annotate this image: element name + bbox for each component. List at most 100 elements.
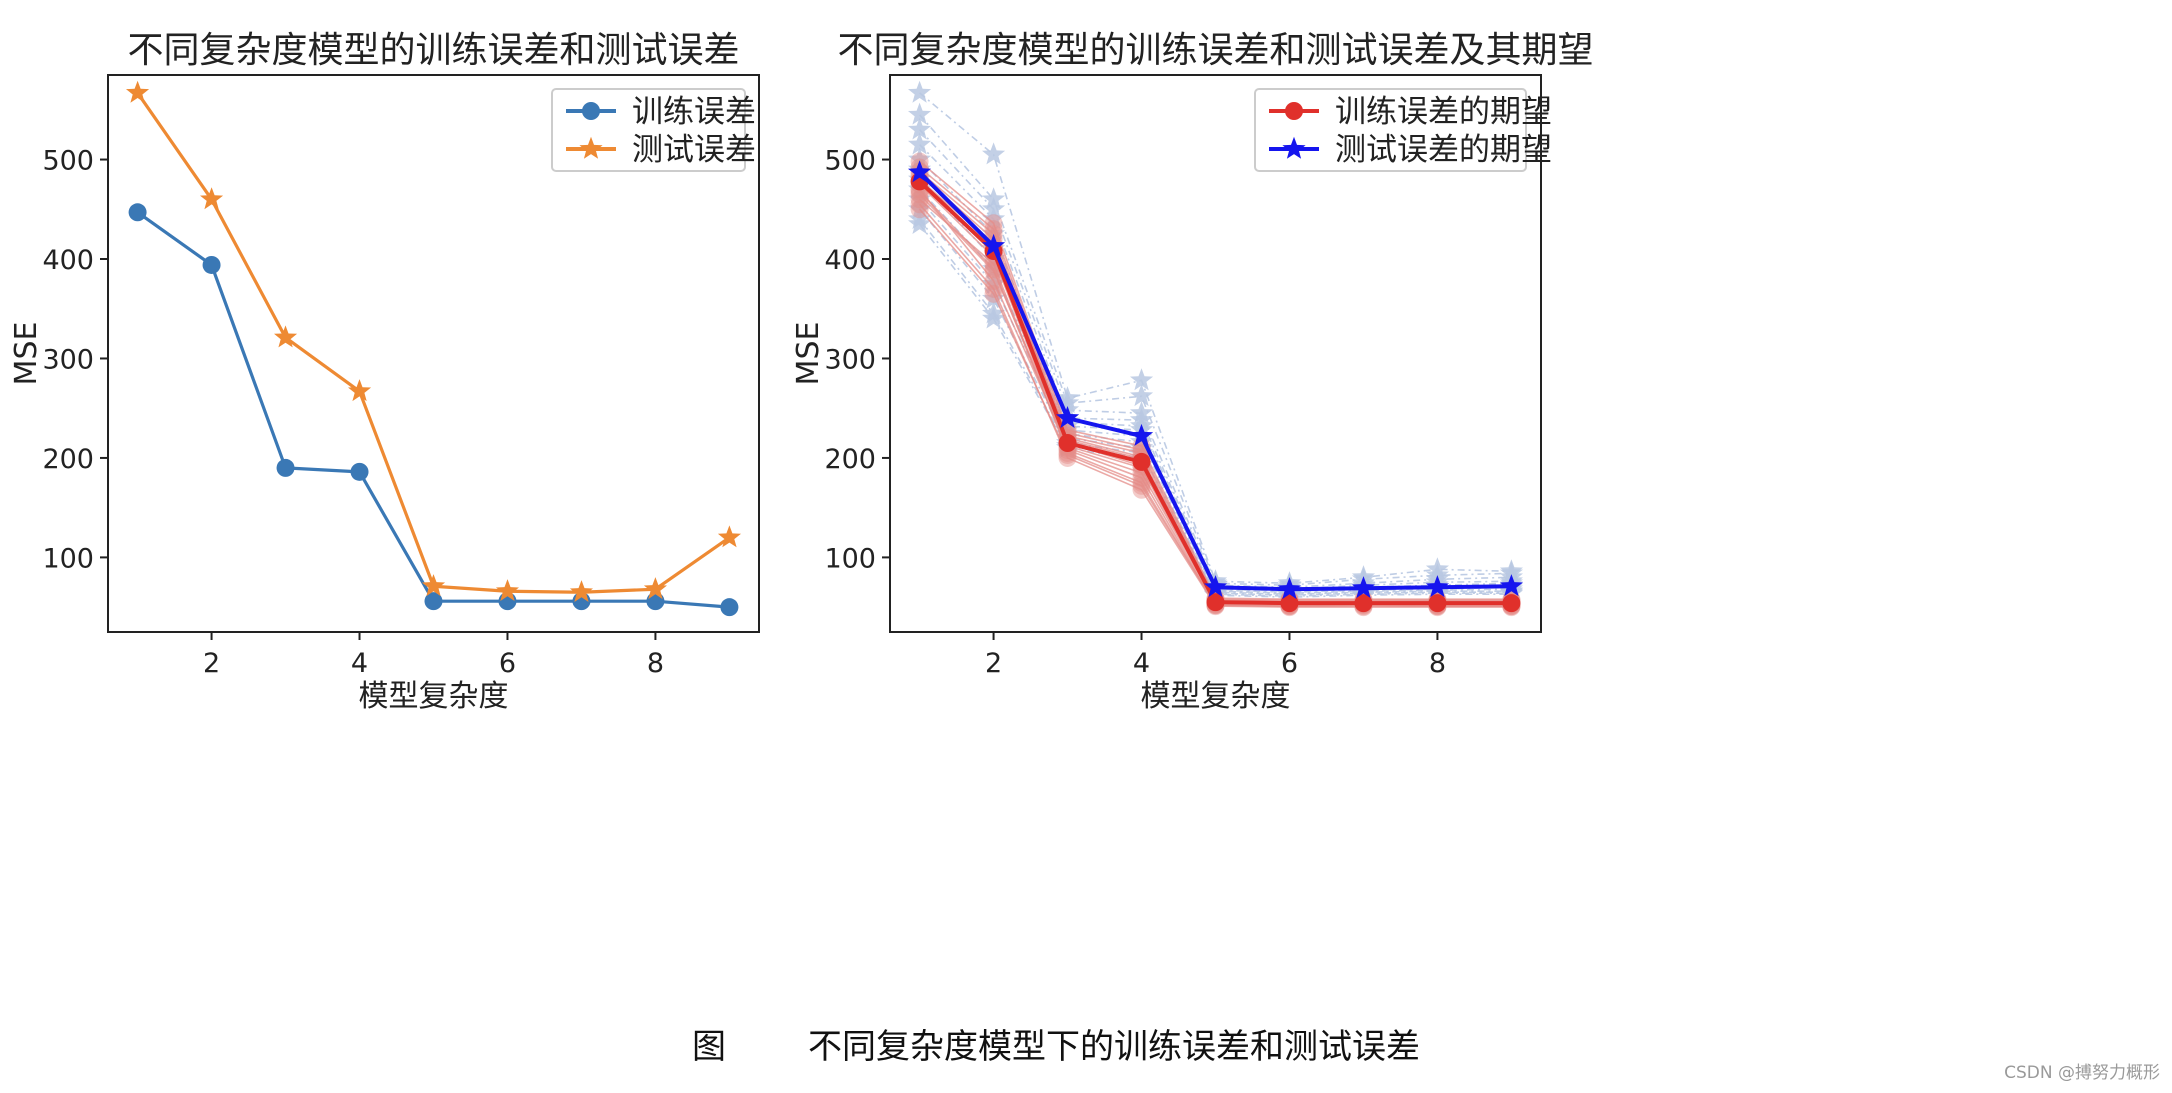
series-1-point-5 <box>1277 577 1301 600</box>
series-line-0 <box>136 210 730 609</box>
x-tick-label-1: 4 <box>351 648 368 679</box>
x-tick-label-2: 6 <box>499 648 516 679</box>
test-run-point-11-1 <box>982 306 1006 329</box>
test-run-point-11-7 <box>1425 582 1449 604</box>
series-1-point-6 <box>569 580 593 602</box>
chart-left-train-test-error: 2 4 6 8 100 200 300 400 500 不同复杂度模型的训练误差和测试误差模型复杂… <box>9 30 760 714</box>
x-tick-label-0: 2 <box>203 648 220 679</box>
series-1-point-1 <box>200 187 224 210</box>
y-tick-label-0: 100 <box>824 543 876 574</box>
x-axis-label: 模型复杂度 <box>359 679 509 714</box>
legend-marker-1 <box>579 136 603 159</box>
y-tick-label-0: 100 <box>42 543 94 574</box>
test-run-point-3-1 <box>982 207 1006 230</box>
series-0-point-4 <box>424 592 443 611</box>
legend-marker-0 <box>1285 102 1303 120</box>
series-0-point-7 <box>646 592 665 611</box>
series-1-point-0 <box>908 160 932 183</box>
series-1-point-8 <box>1499 574 1523 597</box>
y-tick-label-3: 400 <box>42 245 94 276</box>
series-line-0 <box>918 179 1512 606</box>
series-1-point-4 <box>421 574 446 597</box>
series-line-1 <box>918 171 1512 592</box>
x-tick-label-0: 2 <box>985 648 1002 679</box>
train-run-line-5 <box>919 160 1512 600</box>
series-0-point-6 <box>1354 594 1373 613</box>
test-run-line-10 <box>918 218 1512 597</box>
chart-title: 不同复杂度模型的训练误差和测试误差 <box>127 30 739 71</box>
legend-box <box>1254 88 1527 172</box>
plot-frame <box>107 74 760 633</box>
x-tick-label-3: 8 <box>647 648 664 679</box>
legend-label-0: 训练误差的期望 <box>1335 94 1552 130</box>
test-run-line-7 <box>919 188 1512 595</box>
test-run-line-8 <box>918 198 1512 596</box>
y-tick-label-1: 200 <box>824 444 876 475</box>
legend-label-1: 测试误差的期望 <box>1335 132 1552 168</box>
x-axis-label: 模型复杂度 <box>1141 679 1291 714</box>
plot-frame <box>889 74 1542 633</box>
series-1-point-7 <box>1425 575 1449 598</box>
series-0-point-4 <box>1206 593 1225 612</box>
train-run-point-4-1 <box>984 279 1003 298</box>
test-run-point-3-0 <box>908 132 932 155</box>
legend-label-1: 测试误差 <box>632 132 756 168</box>
series-0-point-0 <box>128 203 147 222</box>
series-1-point-8 <box>717 525 741 548</box>
y-tick-label-1: 200 <box>42 444 94 475</box>
test-run-line-4 <box>919 158 1512 592</box>
test-run-point-0-3 <box>1130 368 1154 391</box>
legend-label-0: 训练误差 <box>632 94 756 130</box>
series-1-point-0 <box>126 80 150 103</box>
test-run-line-1 <box>918 114 1512 587</box>
y-tick-label-4: 500 <box>42 146 94 177</box>
series-0-point-1 <box>202 255 221 274</box>
series-0-point-2 <box>1058 434 1077 453</box>
test-run-point-11-6 <box>1351 583 1375 605</box>
series-1-point-3 <box>348 379 372 402</box>
train-run-line-7 <box>919 193 1512 605</box>
y-tick-label-2: 300 <box>824 344 876 375</box>
series-1-point-6 <box>1351 576 1375 599</box>
series-1-point-2 <box>274 325 298 348</box>
series-0-point-8 <box>720 598 739 617</box>
test-run-point-0-1 <box>982 142 1006 165</box>
figure-caption-text: 不同复杂度模型下的训练误差和测试误差 <box>808 1027 1420 1067</box>
train-run-line-3 <box>919 166 1512 601</box>
test-run-line-5 <box>919 168 1512 593</box>
y-axis-label: MSE <box>791 322 826 386</box>
legend-marker-0 <box>582 102 600 120</box>
series-1-point-4 <box>1203 575 1228 598</box>
x-tick-label-2: 6 <box>1281 648 1298 679</box>
train-run-point-7-0 <box>910 185 929 204</box>
series-0-point-7 <box>1428 594 1447 613</box>
legend-marker-1 <box>1282 136 1306 159</box>
train-run-point-9-0 <box>910 200 929 219</box>
figure-caption-label: 图 <box>692 1027 726 1067</box>
train-run-line-10 <box>919 178 1512 602</box>
chart-title: 不同复杂度模型的训练误差和测试误差及其期望 <box>837 30 1593 71</box>
series-1-point-7 <box>643 577 667 600</box>
series-0-point-5 <box>1280 594 1299 613</box>
y-tick-label-2: 300 <box>42 344 94 375</box>
train-run-point-5-1 <box>984 214 1003 233</box>
series-0-point-8 <box>1502 594 1521 613</box>
test-run-line-9 <box>918 208 1512 596</box>
series-1-point-1 <box>982 233 1006 256</box>
series-1-point-5 <box>495 579 519 601</box>
train-run-point-9-1 <box>984 284 1003 303</box>
train-run-point-9-3 <box>1132 476 1151 495</box>
test-run-line-3 <box>919 144 1512 591</box>
y-tick-label-4: 500 <box>824 146 876 177</box>
y-tick-label-3: 400 <box>824 245 876 276</box>
train-run-line-8 <box>919 170 1512 603</box>
series-0-point-2 <box>276 458 295 477</box>
test-run-point-0-0 <box>908 80 932 103</box>
test-run-point-4-1 <box>982 222 1006 244</box>
train-run-line-6 <box>919 183 1512 604</box>
test-run-point-2-0 <box>908 117 932 140</box>
chart-right-error-expectation: 2 4 6 8 100 200 300 400 500 不同复杂度模型的训练误差和测试误差及其期望… <box>791 30 1594 714</box>
watermark: CSDN @搏努力概形 <box>2004 1063 2160 1083</box>
